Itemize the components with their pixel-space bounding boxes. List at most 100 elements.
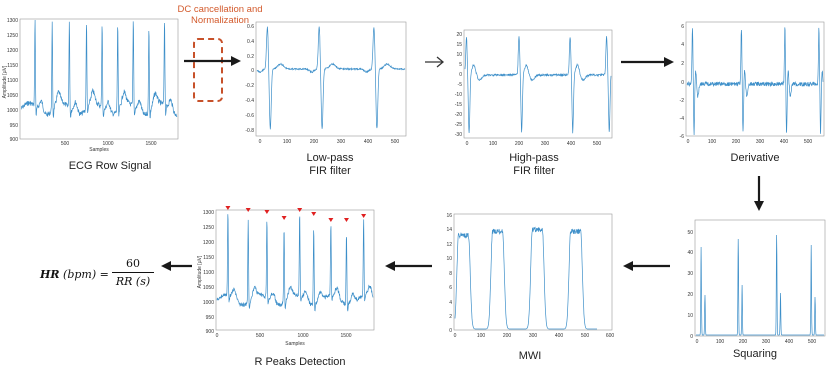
rpeaks-xlabel: Samples [285, 341, 305, 347]
caption-lowpass-line1: Low-pass [306, 152, 354, 164]
ytick: 20 [456, 32, 462, 38]
xtick: 500 [581, 333, 590, 339]
caption-highpass-line1: High-pass [509, 152, 559, 164]
ecg-raw-ylabel: Amplitude [µV] [2, 65, 8, 98]
xtick: 1000 [102, 141, 113, 147]
r-peak-marker [297, 208, 303, 212]
caption-mwi-text: MWI [518, 350, 542, 362]
r-peak-marker [361, 214, 367, 218]
formula-lhs: HR (bpm) = [40, 268, 109, 281]
xtick: 100 [489, 141, 498, 147]
panel-ecg-raw: Amplitude [µV] Samples 1300 1250 1200 11… [2, 14, 180, 156]
rpeaks-xticks: 0 500 1000 1500 [216, 333, 352, 339]
xtick: 100 [477, 333, 486, 339]
ytick: 1000 [7, 108, 18, 114]
ytick: -25 [455, 122, 462, 128]
formula-denominator: RR (s) [115, 275, 151, 288]
ytick: 0 [251, 68, 254, 74]
r-peak-marker [343, 218, 349, 222]
squaring-xticks: 0 100 200 300 400 500 [696, 339, 817, 345]
r-peak-marker [328, 218, 334, 222]
xtick: 300 [756, 139, 765, 145]
xtick: 0 [454, 333, 457, 339]
ytick: 900 [10, 137, 19, 143]
formula-equals: = [99, 268, 109, 281]
ytick: 0 [459, 72, 462, 78]
ytick: 12 [446, 242, 452, 248]
r-peak-markers [225, 206, 367, 222]
fraction-bar [112, 272, 154, 273]
formula-fraction: 60 RR (s) [112, 257, 154, 288]
ytick: -10 [455, 92, 462, 98]
ytick: 1250 [7, 33, 18, 39]
squaring-signal [696, 234, 824, 336]
mwi-signal [454, 226, 597, 330]
ytick: -0.8 [245, 128, 254, 134]
ytick: 15 [456, 42, 462, 48]
ytick: 1150 [203, 255, 214, 261]
xtick: 1500 [145, 141, 156, 147]
ytick: -0.4 [245, 98, 254, 104]
dc-label-line2: Normalization [190, 15, 250, 26]
ytick: 4 [681, 42, 684, 48]
mwi-plot: 16 14 12 10 8 6 4 2 0 0 100 200 300 400 … [446, 213, 614, 339]
ecg-raw-signal [20, 19, 178, 119]
formula-unit: (bpm) [63, 268, 97, 281]
derivative-plot: 6 4 2 0 -2 -4 -6 0 100 200 300 400 500 [680, 21, 825, 145]
arrow-squaring-to-mwi [623, 261, 670, 271]
caption-highpass-line2: FIR filter [513, 165, 555, 177]
ytick: 6 [681, 24, 684, 30]
ytick: 1050 [7, 93, 18, 99]
ytick: 2 [449, 314, 452, 320]
xtick: 0 [696, 339, 699, 345]
ytick: 20 [687, 292, 693, 298]
derivative-signal [686, 27, 824, 136]
heart-rate-formula: HR (bpm) = 60 RR (s) [40, 255, 155, 295]
ytick: 1100 [7, 78, 18, 84]
caption-derivative-text: Derivative [730, 152, 780, 164]
xtick: 0 [687, 139, 690, 145]
ytick: 900 [206, 329, 215, 335]
derivative-yticks: 6 4 2 0 -2 -4 -6 [680, 24, 685, 140]
caption-rpeaks-text: R Peaks Detection [254, 356, 346, 368]
ytick: 1200 [7, 48, 18, 54]
xtick: 400 [555, 333, 564, 339]
ytick: 1050 [203, 285, 214, 291]
caption-lowpass: Low-pass FIR filter [260, 152, 400, 178]
ytick: 1300 [7, 18, 18, 24]
r-peak-marker [225, 206, 231, 210]
xtick: 500 [593, 141, 602, 147]
xtick: 300 [529, 333, 538, 339]
ytick: -6 [680, 134, 685, 140]
arrow-derivative-to-squaring [754, 176, 764, 211]
highpass-signal [464, 36, 612, 134]
squaring-yticks: 50 40 30 20 10 0 [687, 230, 693, 340]
r-peak-marker [311, 212, 317, 216]
panel-derivative: 6 4 2 0 -2 -4 -6 0 100 200 300 400 500 [676, 21, 826, 148]
arrow-lowpass-to-highpass [425, 56, 445, 68]
xtick: 1000 [297, 333, 308, 339]
ytick: 10 [446, 256, 452, 262]
arrow-highpass-to-derivative [621, 57, 674, 67]
xtick: 500 [256, 333, 265, 339]
rpeaks-ylabel: Amplitude [µV] [197, 255, 203, 288]
xtick: 200 [732, 139, 741, 145]
ytick: 16 [446, 213, 452, 219]
xtick: 1500 [340, 333, 351, 339]
arrow-mwi-to-rpeaks [385, 261, 432, 271]
rpeaks-yticks: 1300 1250 1200 1150 1100 1050 1000 950 9… [203, 210, 214, 335]
ytick: 0.2 [247, 54, 254, 60]
xtick: 500 [808, 339, 817, 345]
r-peak-marker [264, 210, 270, 214]
xtick: 0 [259, 139, 262, 145]
caption-mwi: MWI [470, 350, 590, 363]
dc-cancellation-label: DC cancellation and Normalization [150, 4, 290, 26]
xtick: 300 [337, 139, 346, 145]
lowpass-yticks: 0.6 0.4 0.2 0 -0.2 -0.4 -0.6 -0.8 [245, 24, 254, 134]
ytick: 8 [449, 271, 452, 277]
caption-ecg-raw: ECG Row Signal [40, 160, 180, 173]
lowpass-signal [256, 26, 406, 130]
xtick: 400 [364, 139, 373, 145]
xtick: 200 [739, 339, 748, 345]
mwi-yticks: 16 14 12 10 8 6 4 2 0 [446, 213, 452, 334]
